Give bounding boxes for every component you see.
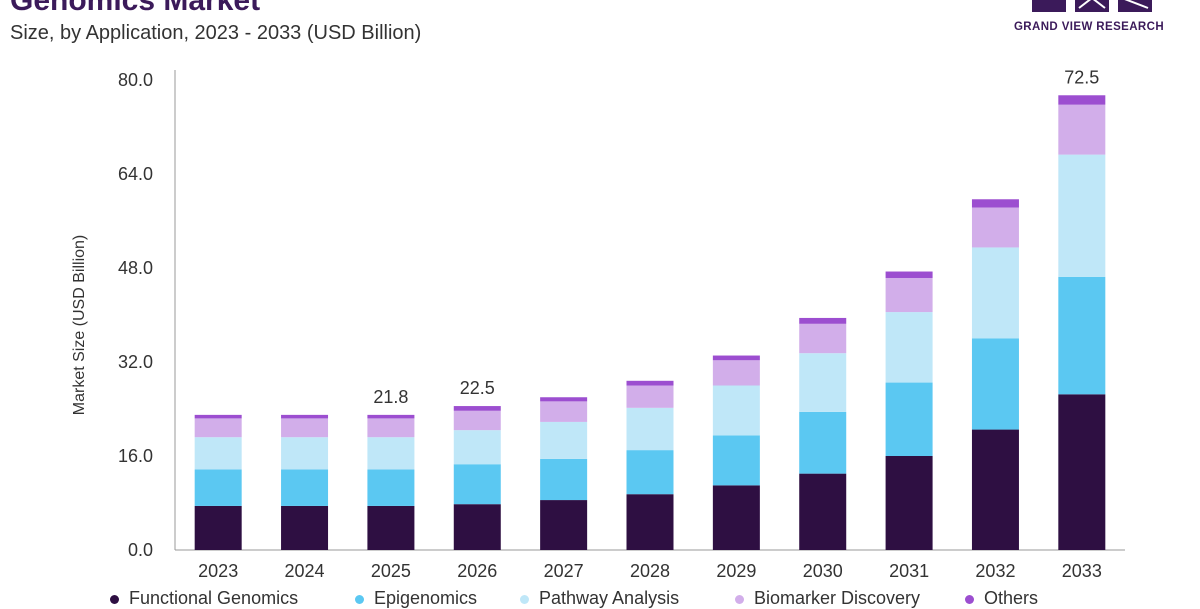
bar-segment-2033-pathway-analysis	[1058, 154, 1106, 277]
legend-item: Epigenomics	[355, 588, 477, 609]
legend-swatch-icon	[110, 594, 119, 604]
bar-segment-2030-others	[799, 317, 847, 324]
y-tick-label: 80.0	[118, 70, 153, 90]
bar-segment-2029-epigenomics	[712, 435, 760, 486]
bar-segment-2023-biomarker-discovery	[194, 418, 242, 438]
legend-item: Functional Genomics	[110, 588, 298, 609]
bar-segment-2029-pathway-analysis	[712, 385, 760, 436]
chart-subtitle: Size, by Application, 2023 - 2033 (USD B…	[10, 22, 422, 44]
bar-segment-2028-epigenomics	[626, 450, 674, 495]
legend-swatch-icon	[735, 594, 744, 604]
x-tick-label: 2029	[716, 561, 756, 581]
bar-segment-2025-biomarker-discovery	[367, 418, 415, 438]
bar-segment-2032-epigenomics	[971, 338, 1019, 430]
bar-segment-2029-biomarker-discovery	[712, 360, 760, 386]
bar-segment-2026-pathway-analysis	[453, 430, 501, 465]
bar-segment-2032-functional-genomics	[971, 429, 1019, 550]
bar-segment-2026-others	[453, 406, 501, 411]
x-tick-label: 2023	[198, 561, 238, 581]
bar-segment-2032-pathway-analysis	[971, 247, 1019, 339]
bar-segment-2025-functional-genomics	[367, 505, 415, 550]
bar-segment-2027-functional-genomics	[540, 500, 588, 550]
bar-segment-2032-biomarker-discovery	[971, 207, 1019, 248]
bar-segment-2028-biomarker-discovery	[626, 385, 674, 408]
y-tick-label: 32.0	[118, 352, 153, 372]
legend-label: Others	[984, 588, 1039, 608]
legend-swatch-icon	[965, 594, 974, 604]
bar-segment-2029-functional-genomics	[712, 485, 760, 550]
data-label: 22.5	[460, 378, 495, 398]
brand-name: GRAND VIEW RESEARCH	[1013, 21, 1165, 33]
bar-segment-2023-pathway-analysis	[194, 437, 242, 470]
bar-segment-2025-others	[367, 414, 415, 419]
legend-item: Pathway Analysis	[520, 588, 679, 609]
bar-segment-2031-functional-genomics	[885, 456, 933, 550]
bar-segment-2027-pathway-analysis	[540, 421, 588, 459]
legend-label: Pathway Analysis	[539, 588, 680, 608]
x-tick-label: 2028	[630, 561, 670, 581]
chart-title: Genomics Market	[10, 0, 261, 17]
x-tick-label: 2032	[975, 561, 1015, 581]
bar-segment-2023-epigenomics	[194, 469, 242, 506]
brand-logo: GRAND VIEW RESEARCH	[1004, 0, 1174, 40]
legend-label: Epigenomics	[374, 588, 478, 608]
bar-segment-2026-epigenomics	[453, 464, 501, 505]
bar-segment-2028-pathway-analysis	[626, 407, 674, 451]
data-label: 72.5	[1064, 67, 1099, 87]
bar-segment-2029-others	[712, 355, 760, 361]
legend-label: Functional Genomics	[129, 588, 299, 608]
legend-swatch-icon	[355, 594, 364, 604]
bar-segment-2024-epigenomics	[281, 469, 329, 506]
bar-segment-2026-biomarker-discovery	[453, 410, 501, 431]
y-tick-label: 0.0	[128, 540, 153, 560]
bar-segment-2027-biomarker-discovery	[540, 401, 588, 422]
legend-label: Biomarker Discovery	[754, 588, 921, 608]
bar-segment-2030-biomarker-discovery	[799, 323, 847, 354]
bar-segment-2028-functional-genomics	[626, 494, 674, 550]
bar-segment-2030-functional-genomics	[799, 473, 847, 550]
bar-segment-2023-functional-genomics	[194, 505, 242, 550]
legend-item: Others	[965, 588, 1038, 609]
y-tick-label: 48.0	[118, 258, 153, 278]
bar-segment-2032-others	[971, 199, 1019, 208]
bar-segment-2027-others	[540, 397, 588, 402]
y-axis-label: Market Size (USD Billion)	[71, 235, 88, 415]
bar-segment-2030-epigenomics	[799, 411, 847, 474]
data-label: 21.8	[373, 387, 408, 407]
x-tick-label: 2030	[803, 561, 843, 581]
bar-segment-2024-biomarker-discovery	[281, 418, 329, 438]
y-tick-label: 16.0	[118, 446, 153, 466]
bar-segment-2033-functional-genomics	[1058, 394, 1106, 550]
bar-segment-2031-biomarker-discovery	[885, 277, 933, 313]
bar-segment-2033-epigenomics	[1058, 276, 1106, 395]
x-tick-label: 2033	[1062, 561, 1102, 581]
legend-swatch-icon	[520, 594, 529, 604]
bar-segment-2025-pathway-analysis	[367, 437, 415, 470]
bar-segment-2023-others	[194, 414, 242, 419]
bar-segment-2031-pathway-analysis	[885, 312, 933, 383]
x-tick-label: 2024	[285, 561, 325, 581]
bar-segment-2027-epigenomics	[540, 458, 588, 501]
bar-segment-2024-others	[281, 414, 329, 419]
bar-segment-2031-others	[885, 271, 933, 278]
chart-legend: Functional Genomics Epigenomics Pathway An…	[0, 588, 1200, 608]
legend-item: Biomarker Discovery	[735, 588, 920, 609]
bar-segment-2024-functional-genomics	[281, 505, 329, 550]
bar-segment-2033-others	[1058, 95, 1106, 105]
bar-segment-2024-pathway-analysis	[281, 437, 329, 470]
x-tick-label: 2026	[457, 561, 497, 581]
x-tick-label: 2025	[371, 561, 411, 581]
bar-segment-2033-biomarker-discovery	[1058, 104, 1106, 155]
bar-segment-2026-functional-genomics	[453, 504, 501, 550]
y-tick-label: 64.0	[118, 164, 153, 184]
bar-segment-2028-others	[626, 380, 674, 386]
bar-segment-2031-epigenomics	[885, 382, 933, 456]
grand-view-research-logo-icon	[1032, 0, 1152, 12]
bar-segment-2030-pathway-analysis	[799, 353, 847, 412]
bar-segment-2025-epigenomics	[367, 469, 415, 506]
x-tick-label: 2027	[544, 561, 584, 581]
x-tick-label: 2031	[889, 561, 929, 581]
